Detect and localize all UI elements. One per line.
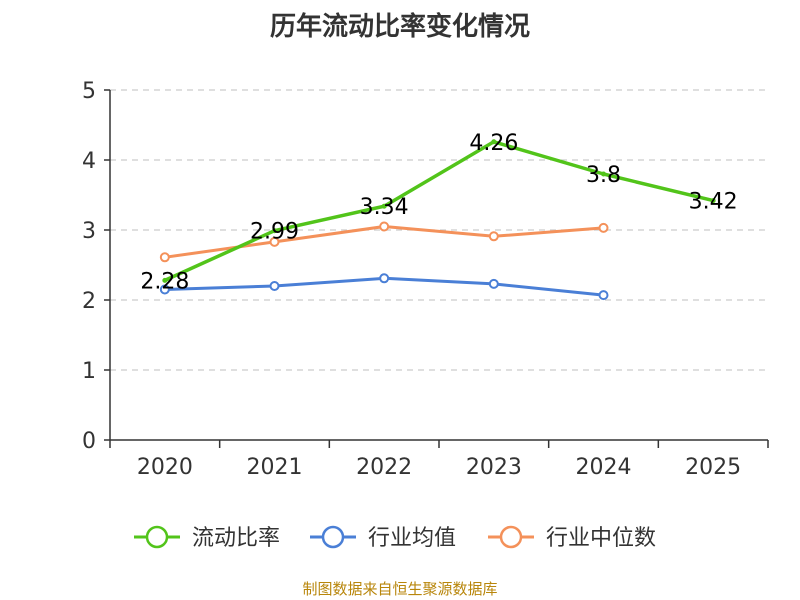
x-tick-label: 2021: [247, 455, 303, 480]
y-tick-label: 3: [82, 219, 96, 244]
data-label: 4.26: [469, 131, 518, 156]
x-tick-label: 2020: [137, 455, 193, 480]
legend-label-3: 行业中位数: [546, 526, 656, 551]
y-tick-label: 5: [82, 79, 96, 104]
axes: 0 1 2 3 4 5 2020 2021 2022 2023 2024 2025: [82, 79, 769, 480]
series-point-2: [379, 273, 390, 284]
series-point-3: [269, 236, 280, 247]
data-label: 3.42: [689, 190, 738, 215]
data-labels: 2.28 2.99 3.34 4.26 3.8 3.42: [140, 131, 737, 295]
legend-marker-1: [145, 525, 169, 549]
y-tick-label: 1: [82, 359, 96, 384]
legend-label-2: 行业均值: [368, 526, 456, 551]
x-tick-label: 2023: [466, 455, 522, 480]
series-point-2: [488, 278, 499, 289]
series-point-3: [598, 222, 609, 233]
series-point-3: [488, 231, 499, 242]
series-point-1: [162, 277, 168, 283]
series-line-1: [164, 140, 714, 282]
y-tick-label: 0: [82, 429, 96, 454]
x-tick-label: 2022: [356, 455, 412, 480]
legend-marker-2: [321, 525, 345, 549]
series-point-2: [159, 284, 170, 295]
x-tick-label: 2025: [685, 455, 741, 480]
x-tick-label: 2024: [576, 455, 632, 480]
series-point-1: [601, 171, 606, 177]
series-point-3: [379, 221, 390, 232]
series-point-1: [491, 139, 497, 145]
legend: 流动比率 行业均值 行业中位数: [134, 525, 656, 551]
y-tick-label: 2: [82, 289, 96, 314]
series-point-1: [381, 203, 387, 209]
data-label: 2.28: [140, 269, 189, 294]
source-note: 制图数据来自恒生聚源数据库: [302, 580, 498, 598]
data-label: 3.34: [360, 195, 409, 220]
series-point-1: [272, 228, 277, 234]
series-point-2: [269, 281, 280, 291]
y-tick-label: 4: [82, 149, 96, 174]
data-label: 2.99: [250, 220, 299, 245]
legend-marker-3: [499, 525, 523, 549]
series-lines: [159, 139, 716, 301]
chart-title: 历年流动比率变化情况: [269, 12, 530, 42]
series-point-1: [710, 198, 716, 204]
series-point-2: [598, 290, 609, 301]
data-label: 3.8: [586, 163, 621, 188]
series-point-3: [159, 252, 170, 263]
legend-label-1: 流动比率: [192, 526, 280, 551]
